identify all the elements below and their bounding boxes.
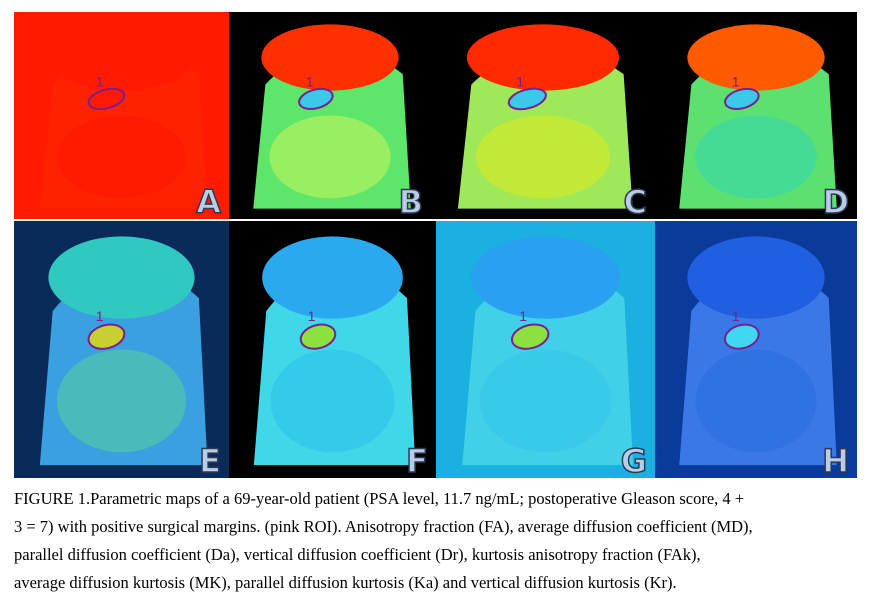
anatomy-lower xyxy=(475,115,611,199)
panel: 1F xyxy=(229,221,436,481)
anatomy-lower xyxy=(269,115,391,199)
anatomy-lower xyxy=(57,115,186,199)
roi xyxy=(724,87,760,110)
panel-label: F xyxy=(406,442,428,480)
panel: 1A xyxy=(14,12,229,222)
panel: 1E xyxy=(14,221,229,481)
panel: 1D xyxy=(655,12,857,222)
roi xyxy=(87,87,126,111)
anatomy-upper xyxy=(466,24,620,91)
roi xyxy=(507,87,547,111)
panel-label: C xyxy=(624,183,647,221)
anatomy-upper xyxy=(262,236,403,319)
roi xyxy=(298,87,334,110)
roi xyxy=(299,323,337,350)
caption-line: FIGURE 1.Parametric maps of a 69-year-ol… xyxy=(14,489,744,508)
roi-label: 1 xyxy=(516,74,524,90)
roi xyxy=(510,323,550,350)
panel: 1B xyxy=(229,12,431,222)
roi-label: 1 xyxy=(308,308,316,324)
panel: 1G xyxy=(436,221,655,481)
roi-label: 1 xyxy=(732,308,740,324)
panel: 1H xyxy=(655,221,857,481)
anatomy-upper xyxy=(687,236,825,319)
roi xyxy=(724,323,760,350)
panel-label: H xyxy=(822,442,849,480)
panel-label: D xyxy=(822,183,849,221)
roi-label: 1 xyxy=(306,74,314,90)
anatomy-lower xyxy=(695,349,817,453)
caption-line: average diffusion kurtosis (MK), paralle… xyxy=(14,573,677,592)
panel: 1C xyxy=(431,12,655,222)
roi-label: 1 xyxy=(519,308,527,324)
anatomy-lower xyxy=(57,349,186,453)
panel-label: G xyxy=(621,442,647,480)
panel-label: A xyxy=(196,183,221,221)
anatomy-lower xyxy=(270,349,395,453)
anatomy-upper xyxy=(261,24,399,91)
panel-label: E xyxy=(199,442,221,480)
anatomy-upper xyxy=(471,236,620,319)
anatomy-upper xyxy=(687,24,825,91)
caption-line: parallel diffusion coefficient (Da), ver… xyxy=(14,545,701,564)
roi-label: 1 xyxy=(732,74,740,90)
anatomy-lower xyxy=(479,349,612,453)
caption: FIGURE 1.Parametric maps of a 69-year-ol… xyxy=(14,489,753,592)
roi-label: 1 xyxy=(96,308,104,324)
panel-label: B xyxy=(399,183,423,221)
roi xyxy=(87,323,126,350)
caption-line: 3 = 7) with positive surgical margins. (… xyxy=(14,517,753,536)
anatomy-lower xyxy=(695,115,817,199)
roi-label: 1 xyxy=(96,74,104,90)
anatomy-upper xyxy=(48,236,195,319)
anatomy-upper xyxy=(48,24,195,91)
